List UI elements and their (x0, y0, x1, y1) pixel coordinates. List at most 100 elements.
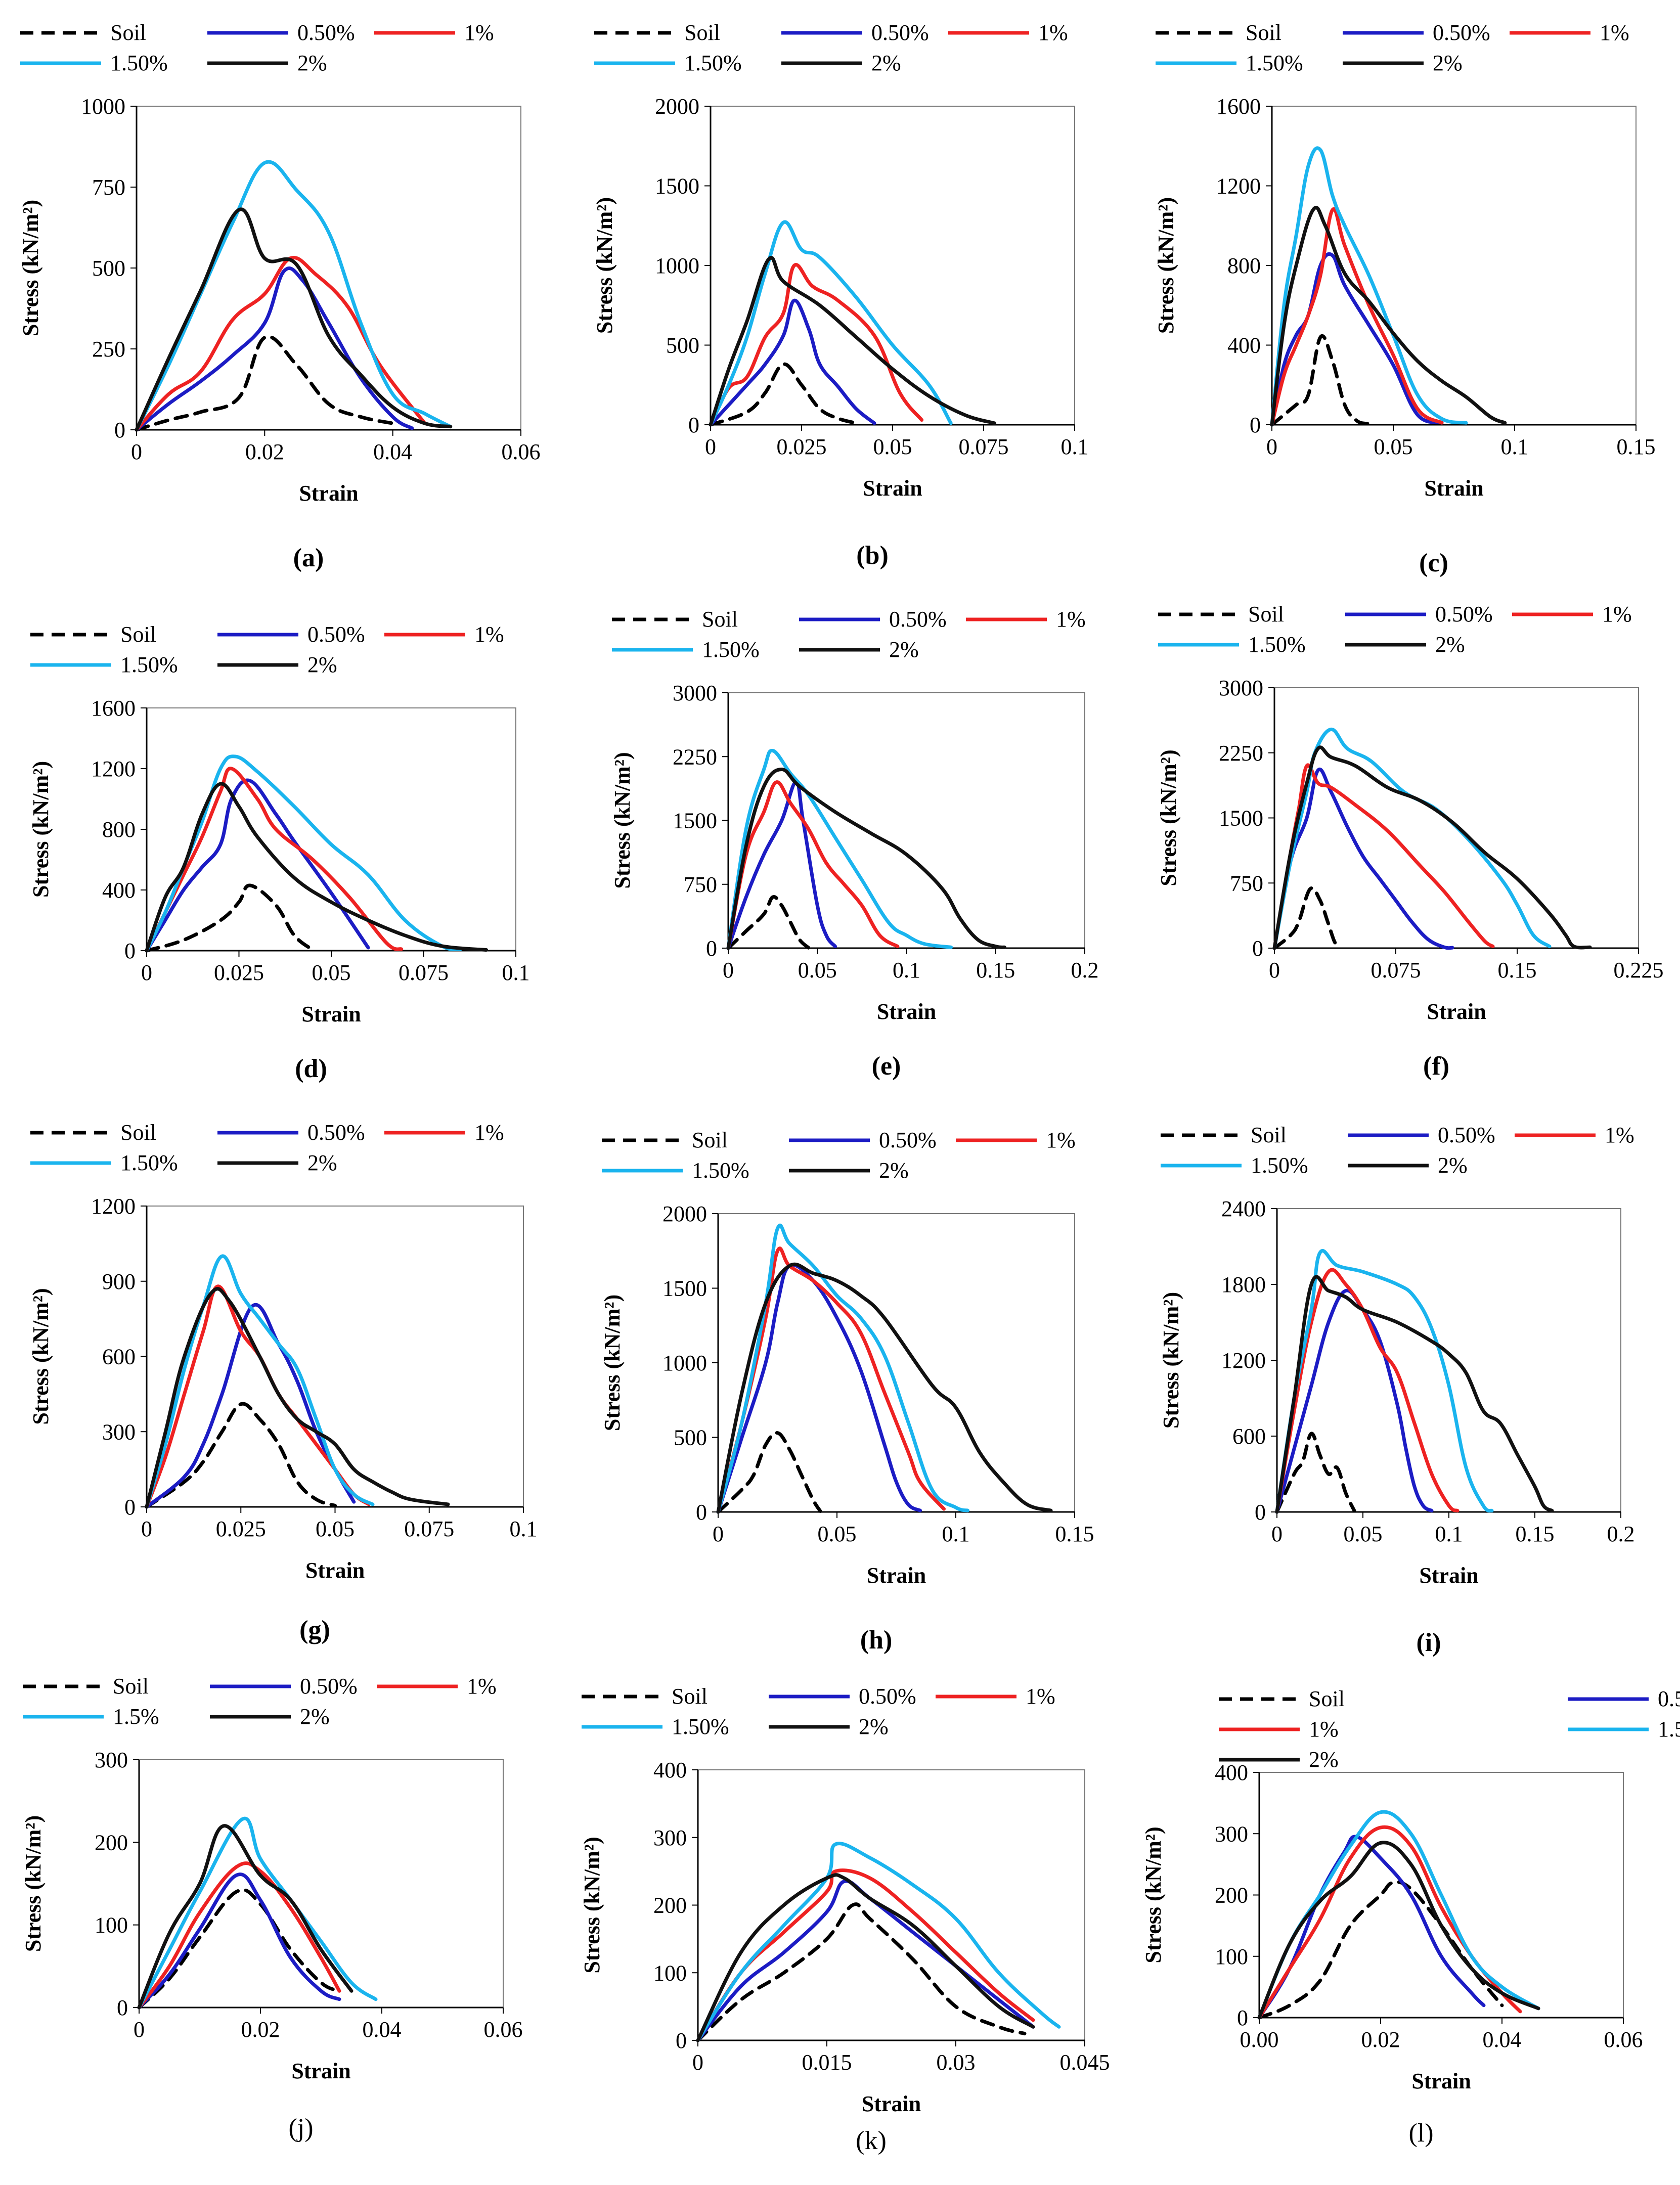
x-tick-label-h-3: 0.15 (1055, 1522, 1094, 1546)
x-axis-label-h: Strain (867, 1563, 926, 1588)
x-axis-label-g: Strain (305, 1558, 365, 1583)
x-tick-label-h-1: 0.05 (818, 1522, 857, 1546)
series-line-i-2pct (1275, 1275, 1554, 1514)
series-line-l-2pct (1257, 1841, 1540, 2020)
series-line-b-1pct (709, 262, 924, 427)
legend-label-l-3: 1.50% (1658, 1717, 1680, 1742)
series-line-b-2pct (709, 256, 997, 427)
x-tick-label-h-2: 0.1 (942, 1522, 970, 1546)
y-tick-label-g-4: 1200 (91, 1194, 136, 1219)
legend-label-c-3: 1.50% (1246, 51, 1303, 75)
legend-label-k-0: Soil (672, 1684, 708, 1709)
y-tick-label-f-3: 2250 (1219, 741, 1263, 766)
legend-label-a-1: 0.50% (297, 20, 355, 45)
x-tick-label-f-0: 0 (1269, 958, 1280, 983)
y-tick-label-e-3: 2250 (673, 744, 717, 769)
legend-label-g-2: 1% (474, 1120, 504, 1145)
series-line-e-2pct (726, 768, 1006, 950)
legend-label-f-3: 1.50% (1248, 632, 1306, 657)
x-tick-label-c-1: 0.05 (1374, 434, 1413, 459)
chart-b: Soil 0.50% 1% 1.50% 2% 0 0.025 0.05 0.075 0.1 0 500… (592, 20, 1089, 570)
x-axis-label-c: Strain (1424, 476, 1483, 501)
y-tick-label-f-1: 750 (1230, 871, 1263, 896)
legend-label-h-1: 0.50% (879, 1128, 937, 1152)
series-line-h-Soil (716, 1431, 822, 1514)
y-tick-label-j-0: 0 (117, 1995, 128, 2020)
y-axis-label-j: Stress (kN/m²) (21, 1815, 46, 1952)
legend-label-b-3: 1.50% (684, 51, 742, 75)
series-line-k-2pct (696, 1873, 1035, 2042)
x-axis-label-i: Strain (1419, 1563, 1478, 1588)
y-tick-label-k-2: 200 (653, 1893, 687, 1918)
y-tick-label-i-0: 0 (1255, 1500, 1266, 1525)
x-axis-label-f: Strain (1427, 999, 1486, 1024)
legend-label-l-0: Soil (1309, 1686, 1345, 1711)
legend-label-c-1: 0.50% (1433, 20, 1490, 45)
legend-label-l-1: 0.50% (1658, 1686, 1680, 1711)
legend-label-f-0: Soil (1248, 602, 1284, 627)
series-line-g-1pct (145, 1284, 371, 1509)
legend-label-e-4: 2% (889, 637, 919, 662)
y-tick-label-h-4: 2000 (662, 1201, 707, 1226)
y-tick-label-g-3: 900 (102, 1269, 136, 1294)
y-tick-label-c-4: 1600 (1216, 94, 1261, 119)
legend-label-b-4: 2% (871, 51, 901, 75)
y-tick-label-a-1: 250 (92, 337, 125, 362)
y-axis-label-f: Stress (kN/m²) (1156, 749, 1181, 886)
series-line-g-1_50pct (145, 1254, 375, 1509)
legend-label-a-2: 1% (464, 20, 494, 45)
y-tick-label-h-0: 0 (696, 1500, 707, 1525)
x-axis-label-b: Strain (863, 476, 922, 501)
y-tick-label-f-2: 1500 (1219, 806, 1263, 831)
x-tick-label-j-3: 0.06 (484, 2017, 523, 2042)
legend-label-j-0: Soil (113, 1674, 149, 1699)
y-tick-label-i-2: 1200 (1221, 1348, 1266, 1373)
series-line-c-1_50pct (1270, 146, 1468, 427)
x-axis-label-e: Strain (877, 999, 936, 1024)
legend-label-f-2: 1% (1602, 602, 1632, 627)
x-tick-label-d-4: 0.1 (502, 960, 530, 985)
panel-caption-g: (g) (299, 1616, 330, 1644)
series-line-c-Soil (1270, 334, 1371, 427)
x-tick-label-g-0: 0 (141, 1517, 152, 1541)
y-axis-label-c: Stress (kN/m²) (1154, 197, 1178, 334)
legend-label-l-4: 2% (1309, 1747, 1339, 1772)
y-axis-label-d: Stress (kN/m²) (28, 761, 53, 898)
legend-label-b-2: 1% (1038, 20, 1068, 45)
y-tick-label-i-3: 1800 (1221, 1272, 1266, 1297)
series-line-a-2pct (135, 207, 453, 432)
series-line-l-1pct (1257, 1825, 1522, 2020)
x-tick-label-b-1: 0.025 (777, 434, 827, 459)
x-tick-label-g-3: 0.075 (404, 1517, 454, 1541)
series-line-f-0_50pct (1272, 767, 1454, 950)
x-tick-label-f-3: 0.225 (1614, 958, 1664, 983)
panel-caption-d: (d) (295, 1054, 327, 1083)
series-line-f-Soil (1272, 886, 1341, 950)
x-tick-label-j-1: 0.02 (241, 2017, 280, 2042)
legend-label-i-2: 1% (1605, 1123, 1634, 1147)
legend-label-l-2: 1% (1309, 1717, 1339, 1742)
y-axis-label-g: Stress (kN/m²) (28, 1288, 53, 1424)
x-tick-label-b-2: 0.05 (873, 434, 912, 459)
chart-c: Soil 0.50% 1% 1.50% 2% 0 0.05 0.1 0.15 0 400 800 120… (1154, 20, 1656, 577)
x-axis-label-d: Strain (301, 1002, 361, 1027)
y-tick-label-l-2: 200 (1215, 1883, 1248, 1908)
series-line-b-1_50pct (709, 220, 953, 427)
x-tick-label-l-0: 0.00 (1240, 2027, 1279, 2052)
x-tick-label-i-4: 0.2 (1607, 1522, 1635, 1546)
x-tick-label-c-0: 0 (1266, 434, 1277, 459)
chart-f: Soil 0.50% 1% 1.50% 2% 0 0.075 0.15 0.225 0 750 150… (1156, 602, 1664, 1081)
series-line-d-2pct (145, 782, 489, 953)
y-tick-label-l-3: 300 (1215, 1821, 1248, 1846)
series-line-a-Soil (135, 335, 395, 432)
panel-caption-l: (l) (1408, 2119, 1433, 2148)
legend-label-j-4: 2% (300, 1704, 330, 1729)
y-tick-label-l-0: 0 (1237, 2005, 1248, 2030)
legend-label-b-0: Soil (684, 20, 720, 45)
chart-a: Soil 0.50% 1% 1.50% 2% 0 0.02 0.04 0.06 0 250 500 75… (18, 20, 541, 572)
y-tick-label-i-1: 600 (1232, 1424, 1266, 1449)
y-tick-label-c-2: 800 (1227, 253, 1261, 278)
y-tick-label-g-2: 600 (102, 1345, 136, 1369)
series-line-a-0_50pct (135, 266, 414, 432)
